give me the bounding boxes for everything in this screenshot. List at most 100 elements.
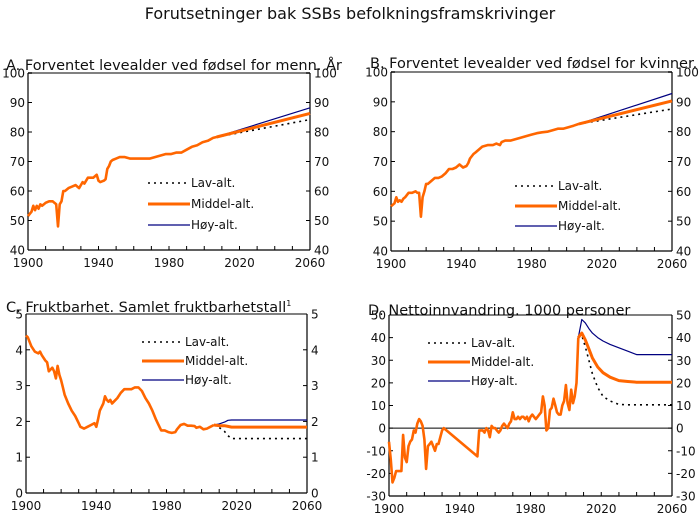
y-tick-label-left: 70 bbox=[373, 155, 388, 169]
legend-item-low-alt: Lav-alt. bbox=[142, 335, 229, 349]
x-tick-label: 1940 bbox=[81, 499, 112, 513]
x-tick-label: 1900 bbox=[11, 499, 42, 513]
y-tick-label-left: 60 bbox=[373, 185, 388, 199]
y-tick-label-left: 0 bbox=[378, 422, 386, 436]
y-tick-label-left: 50 bbox=[373, 215, 388, 229]
legend: Lav-alt. Middel-alt. Høy-alt. bbox=[515, 179, 621, 233]
legend-label: Høy-alt. bbox=[558, 219, 605, 233]
legend-label: Lav-alt. bbox=[558, 179, 602, 193]
y-tick-label-left: 40 bbox=[10, 244, 25, 258]
y-tick-label-right: 5 bbox=[311, 308, 319, 322]
series-line-history bbox=[26, 135, 217, 228]
y-tick-label-right: 100 bbox=[676, 66, 699, 80]
y-tick-label-right: 0 bbox=[676, 422, 684, 436]
legend-item-high-alt: Høy-alt. bbox=[428, 374, 518, 388]
y-tick-label-right: 70 bbox=[314, 155, 329, 169]
y-tick-label-left: 90 bbox=[10, 96, 25, 110]
x-tick-label: 1940 bbox=[83, 256, 114, 270]
y-tick-label-right: 20 bbox=[676, 376, 691, 390]
legend-label: Lav-alt. bbox=[191, 176, 235, 190]
y-tick-label-right: 50 bbox=[676, 215, 691, 229]
y-tick-label-right: 3 bbox=[311, 379, 319, 393]
panel-c-fertility: C. Fruktbarhet. Samlet fruktbarhetstall1… bbox=[6, 299, 322, 513]
y-tick-label-left: 30 bbox=[371, 354, 386, 368]
x-tick-label: 2020 bbox=[224, 256, 255, 270]
panel-title: D. Nettoinnvandring. 1000 personer bbox=[368, 303, 630, 319]
series-line-history bbox=[25, 334, 215, 435]
y-tick-label-left: -10 bbox=[366, 444, 386, 458]
legend: Lav-alt. Middel-alt. Høy-alt. bbox=[148, 176, 254, 232]
y-tick-label-left: 80 bbox=[10, 126, 25, 140]
series-line-history bbox=[390, 122, 580, 218]
legend-label: Lav-alt. bbox=[185, 335, 229, 349]
legend-label: Middel-alt. bbox=[471, 355, 534, 369]
x-tick-label: 1940 bbox=[444, 502, 475, 516]
series-line-history bbox=[387, 337, 580, 484]
x-tick-label: 2060 bbox=[657, 257, 688, 271]
series-line-low-alt bbox=[577, 334, 672, 406]
y-tick-label-right: 90 bbox=[314, 96, 329, 110]
y-tick-label-right: 1 bbox=[311, 451, 319, 465]
panel-title: A. Forventet levealder ved fødsel for me… bbox=[6, 57, 342, 74]
y-tick-label-right: 4 bbox=[311, 343, 319, 357]
y-tick-label-right: 80 bbox=[676, 125, 691, 139]
y-tick-label-right: 10 bbox=[676, 399, 691, 413]
y-tick-label-left: 40 bbox=[373, 245, 388, 259]
panel-title: C. Fruktbarhet. Samlet fruktbarhetstall1 bbox=[6, 299, 291, 316]
y-tick-label-left: 4 bbox=[15, 343, 23, 357]
y-tick-label-right: 30 bbox=[676, 354, 691, 368]
y-tick-label-left: -30 bbox=[366, 490, 386, 504]
y-tick-label-left: 90 bbox=[373, 95, 388, 109]
series-line-low-alt bbox=[216, 118, 311, 138]
y-tick-label-right: 50 bbox=[676, 309, 691, 323]
legend-item-low-alt: Lav-alt. bbox=[515, 179, 602, 193]
legend-item-middle-alt: Middel-alt. bbox=[142, 354, 248, 368]
y-tick-label-left: 3 bbox=[15, 379, 23, 393]
legend-label: Høy-alt. bbox=[185, 373, 232, 387]
series-line-high-alt bbox=[213, 419, 307, 426]
y-tick-label-left: 20 bbox=[371, 376, 386, 390]
y-tick-label-right: -20 bbox=[676, 467, 696, 481]
y-tick-label-right: 50 bbox=[314, 214, 329, 228]
panel-title: B. Forventet levealder ved fødsel for kv… bbox=[370, 55, 700, 72]
x-tick-label: 1900 bbox=[13, 256, 44, 270]
legend-item-low-alt: Lav-alt. bbox=[148, 176, 235, 190]
x-tick-label: 1900 bbox=[374, 502, 405, 516]
y-tick-label-left: 10 bbox=[371, 399, 386, 413]
y-tick-label-left: 0 bbox=[15, 487, 23, 501]
legend-item-high-alt: Høy-alt. bbox=[148, 218, 238, 232]
y-tick-label-right: 2 bbox=[311, 415, 319, 429]
x-tick-label: 2060 bbox=[295, 256, 326, 270]
legend-item-high-alt: Høy-alt. bbox=[515, 219, 605, 233]
legend-item-middle-alt: Middel-alt. bbox=[428, 355, 534, 369]
y-tick-label-right: 40 bbox=[314, 244, 329, 258]
y-tick-label-left: -20 bbox=[366, 467, 386, 481]
y-tick-label-right: 60 bbox=[676, 185, 691, 199]
panel-d-net-immigration: D. Nettoinnvandring. 1000 personer -30 -30… bbox=[366, 303, 695, 516]
x-tick-label: 2060 bbox=[292, 499, 323, 513]
x-tick-label: 1940 bbox=[446, 257, 477, 271]
x-tick-label: 2020 bbox=[586, 257, 617, 271]
y-tick-label-left: 100 bbox=[365, 66, 388, 80]
x-tick-label: 2060 bbox=[657, 502, 688, 516]
series-line-middle-alt bbox=[213, 423, 307, 429]
y-tick-label-right: -30 bbox=[676, 490, 696, 504]
y-tick-label-left: 40 bbox=[371, 331, 386, 345]
panel-a-life-expectancy-men: A. Forventet levealder ved fødsel for me… bbox=[2, 57, 342, 270]
legend-label: Middel-alt. bbox=[558, 199, 621, 213]
x-tick-label: 1980 bbox=[515, 502, 546, 516]
y-tick-label-right: 90 bbox=[676, 95, 691, 109]
y-tick-label-right: 70 bbox=[676, 155, 691, 169]
legend-item-middle-alt: Middel-alt. bbox=[148, 197, 254, 211]
series-line-middle-alt bbox=[216, 111, 311, 139]
legend-label: Høy-alt. bbox=[191, 218, 238, 232]
y-tick-label-left: 2 bbox=[15, 415, 23, 429]
y-tick-label-left: 70 bbox=[10, 155, 25, 169]
legend-item-low-alt: Lav-alt. bbox=[428, 336, 515, 350]
y-tick-label-right: -10 bbox=[676, 444, 696, 458]
y-tick-label-left: 60 bbox=[10, 185, 25, 199]
panel-b-life-expectancy-women: B. Forventet levealder ved fødsel for kv… bbox=[365, 55, 700, 271]
series-line-middle-alt bbox=[578, 99, 673, 126]
legend-item-high-alt: Høy-alt. bbox=[142, 373, 232, 387]
